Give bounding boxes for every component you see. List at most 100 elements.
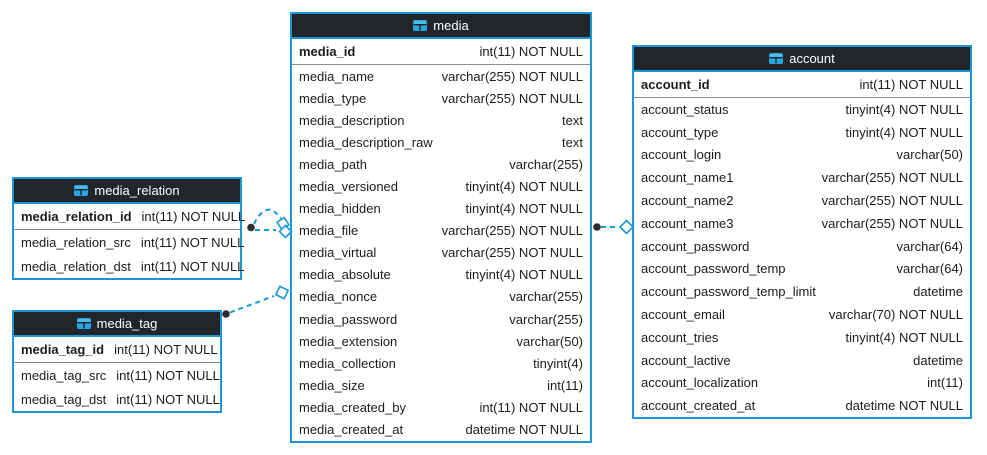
table-media[interactable]: media media_id int(11) NOT NULL media_na… [290, 12, 592, 443]
table-row[interactable]: account_password varchar(64) [634, 235, 970, 258]
table-row[interactable]: media_file varchar(255) NOT NULL [292, 220, 590, 242]
table-row[interactable]: account_created_at datetime NOT NULL [634, 394, 970, 417]
table-row[interactable]: media_path varchar(255) [292, 153, 590, 175]
column-name: media_name [299, 68, 375, 84]
column-name: account_type [641, 124, 719, 140]
table-row[interactable]: account_localization int(11) [634, 372, 970, 395]
table-account[interactable]: account account_id int(11) NOT NULL acco… [632, 45, 972, 420]
column-type: varchar(70) NOT NULL [828, 307, 963, 323]
fk-anchor-dot-icon [222, 310, 230, 318]
table-icon [769, 53, 784, 64]
table-row[interactable]: media_virtual varchar(255) NOT NULL [292, 242, 590, 264]
column-type: tinyint(4) NOT NULL [845, 124, 963, 140]
column-name: media_tag_src [21, 367, 107, 383]
table-media_tag[interactable]: media_tag media_tag_id int(11) NOT NULL … [12, 310, 222, 413]
table-row[interactable]: media_hidden tinyint(4) NOT NULL [292, 198, 590, 220]
connector-media-account[interactable] [593, 219, 635, 235]
table-row[interactable]: account_login varchar(50) [634, 144, 970, 167]
column-name: media_relation_dst [21, 258, 131, 274]
column-type: int(11) [927, 375, 963, 391]
column-name: account_login [641, 147, 722, 163]
fk-anchor-dot-icon [247, 223, 255, 232]
column-name: media_type [299, 90, 367, 106]
table-row[interactable]: media_collection tinyint(4) [292, 352, 590, 374]
column-name: media_collection [299, 355, 396, 371]
cardinality-diamond-icon [274, 285, 290, 300]
column-name: account_localization [641, 375, 759, 391]
table-row[interactable]: media_relation_src int(11) NOT NULL [14, 230, 244, 254]
table-row[interactable]: media_created_at datetime NOT NULL [292, 419, 590, 441]
column-name: account_name1 [641, 170, 734, 186]
table-media_relation[interactable]: media_relation media_relation_id int(11)… [12, 177, 245, 280]
table-row[interactable]: media_name varchar(255) NOT NULL [292, 65, 590, 87]
column-name: media_tag_dst [21, 391, 107, 407]
table-row-pk[interactable]: account_id int(11) NOT NULL [634, 72, 970, 98]
column-name: media_created_by [299, 399, 406, 415]
column-name: media_extension [299, 333, 398, 349]
table-row[interactable]: media_versioned tinyint(4) NOT NULL [292, 175, 590, 197]
column-name: account_status [641, 101, 729, 117]
table-row[interactable]: account_password_temp varchar(64) [634, 258, 970, 281]
column-type: datetime [913, 284, 963, 300]
table-row[interactable]: media_tag_src int(11) NOT NULL [14, 363, 220, 387]
table-rows: media_name varchar(255) NOT NULL media_typ… [292, 65, 590, 441]
table-row[interactable]: account_name1 varchar(255) NOT NULL [634, 166, 970, 189]
table-title: account [789, 51, 835, 66]
column-name: account_created_at [641, 398, 756, 414]
column-type: int(11) NOT NULL [479, 44, 583, 59]
column-type: tinyint(4) NOT NULL [465, 201, 583, 217]
column-type: varchar(255) NOT NULL [441, 68, 583, 84]
table-row[interactable]: account_lactive datetime [634, 349, 970, 372]
table-row[interactable]: account_type tinyint(4) NOT NULL [634, 121, 970, 144]
table-header-media[interactable]: media [292, 14, 590, 39]
table-row-pk[interactable]: media_relation_id int(11) NOT NULL [14, 204, 245, 230]
column-name: media_path [299, 156, 367, 172]
column-type: tinyint(4) NOT NULL [465, 179, 583, 195]
table-row[interactable]: media_password varchar(255) [292, 308, 590, 330]
table-row[interactable]: media_relation_dst int(11) NOT NULL [14, 254, 244, 278]
connector-media_relation-media[interactable] [247, 208, 293, 239]
table-row[interactable]: media_description_raw text [292, 131, 590, 153]
column-type: int(11) NOT NULL [140, 234, 245, 250]
table-row[interactable]: account_name2 varchar(255) NOT NULL [634, 189, 970, 212]
column-type: varchar(64) [896, 238, 963, 254]
column-type: int(11) NOT NULL [114, 342, 218, 357]
table-row[interactable]: media_created_by int(11) NOT NULL [292, 396, 590, 418]
table-row[interactable]: media_absolute tinyint(4) NOT NULL [292, 264, 590, 286]
column-type: varchar(255) NOT NULL [441, 223, 583, 239]
column-type: varchar(64) [896, 261, 963, 277]
table-row[interactable]: media_type varchar(255) NOT NULL [292, 87, 590, 109]
table-row[interactable]: media_description text [292, 109, 590, 131]
fk-line[interactable] [229, 295, 275, 314]
table-icon [76, 318, 91, 329]
column-type: varchar(255) NOT NULL [441, 245, 583, 261]
table-row[interactable]: account_name3 varchar(255) NOT NULL [634, 212, 970, 235]
table-header-media_relation[interactable]: media_relation [14, 179, 240, 204]
column-type: varchar(255) NOT NULL [821, 193, 963, 209]
table-row[interactable]: media_tag_dst int(11) NOT NULL [14, 387, 220, 411]
table-row[interactable]: account_status tinyint(4) NOT NULL [634, 98, 970, 121]
column-type: text [562, 112, 583, 128]
column-type: int(11) NOT NULL [859, 77, 963, 92]
table-header-media_tag[interactable]: media_tag [14, 312, 220, 337]
table-row[interactable]: media_nonce varchar(255) [292, 286, 590, 308]
table-header-account[interactable]: account [634, 47, 970, 72]
fk-anchor-dot-icon [593, 223, 601, 231]
table-row[interactable]: account_tries tinyint(4) NOT NULL [634, 326, 970, 349]
column-type: int(11) NOT NULL [116, 391, 220, 407]
column-name: media_virtual [299, 245, 377, 261]
column-name: media_size [299, 377, 365, 393]
connector-media_tag-media[interactable] [222, 284, 290, 318]
table-rows: media_tag_src int(11) NOT NULL media_tag_d… [14, 363, 220, 411]
fk-line-arc[interactable] [253, 208, 282, 225]
table-row[interactable]: account_password_temp_limit datetime [634, 280, 970, 303]
column-type: varchar(255) [509, 311, 583, 327]
table-row[interactable]: media_extension varchar(50) [292, 330, 590, 352]
table-row-pk[interactable]: media_id int(11) NOT NULL [292, 39, 590, 65]
table-title: media [433, 18, 469, 33]
table-row-pk[interactable]: media_tag_id int(11) NOT NULL [14, 337, 220, 363]
column-name: media_nonce [299, 289, 378, 305]
column-name: media_created_at [299, 422, 404, 438]
table-row[interactable]: media_size int(11) [292, 374, 590, 396]
table-row[interactable]: account_email varchar(70) NOT NULL [634, 303, 970, 326]
